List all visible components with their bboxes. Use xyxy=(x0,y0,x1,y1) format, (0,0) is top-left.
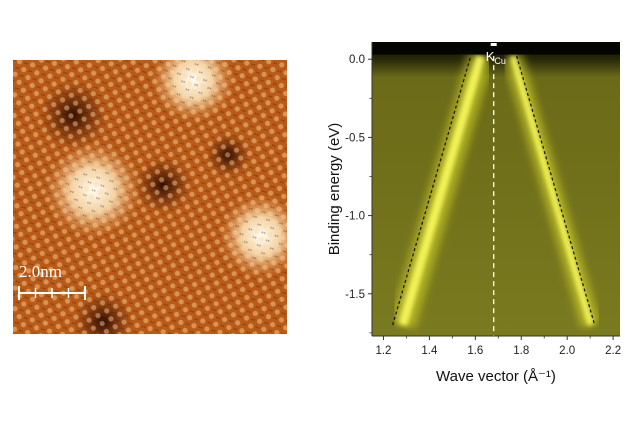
arpes-intensity-map xyxy=(372,42,620,336)
y-tick-label: -1.5 xyxy=(345,289,365,301)
y-tick-label: -0.5 xyxy=(345,132,365,144)
x-tick-label: 1.4 xyxy=(421,345,438,357)
y-axis-title: Binding energy (eV) xyxy=(326,123,343,256)
x-tick-label: 1.8 xyxy=(513,345,529,357)
stm-topography-image xyxy=(13,60,287,334)
k-point-label: KCu xyxy=(486,49,506,66)
y-tick-label: -1.0 xyxy=(345,211,365,223)
x-tick-label: 2.0 xyxy=(559,345,575,357)
fit-line-right-branch-fit xyxy=(516,55,596,326)
y-tick-label: 0.0 xyxy=(349,54,365,66)
x-tick-label: 1.6 xyxy=(467,345,483,357)
arpes-axes: KCu 1.2 1.4 1.6 1.8 2.0 2.2 0.0 -0.5 -1.0 -1.5 Wave… xyxy=(326,42,621,385)
k-point-marker xyxy=(490,43,497,46)
x-tick-label: 2.2 xyxy=(605,345,621,357)
x-axis-title: Wave vector (Å⁻¹) xyxy=(436,368,556,385)
stm-image-panel: 2.0nm xyxy=(13,60,287,334)
fit-line-left-branch-fit xyxy=(392,55,472,326)
band-core-right-branch-fit xyxy=(509,55,594,326)
scale-bar-label: 2.0nm xyxy=(19,262,62,281)
x-tick-label: 1.2 xyxy=(375,345,391,357)
scale-bar xyxy=(18,286,86,300)
band-core-left-branch-fit xyxy=(398,54,486,327)
fermi-edge-region xyxy=(372,42,620,55)
